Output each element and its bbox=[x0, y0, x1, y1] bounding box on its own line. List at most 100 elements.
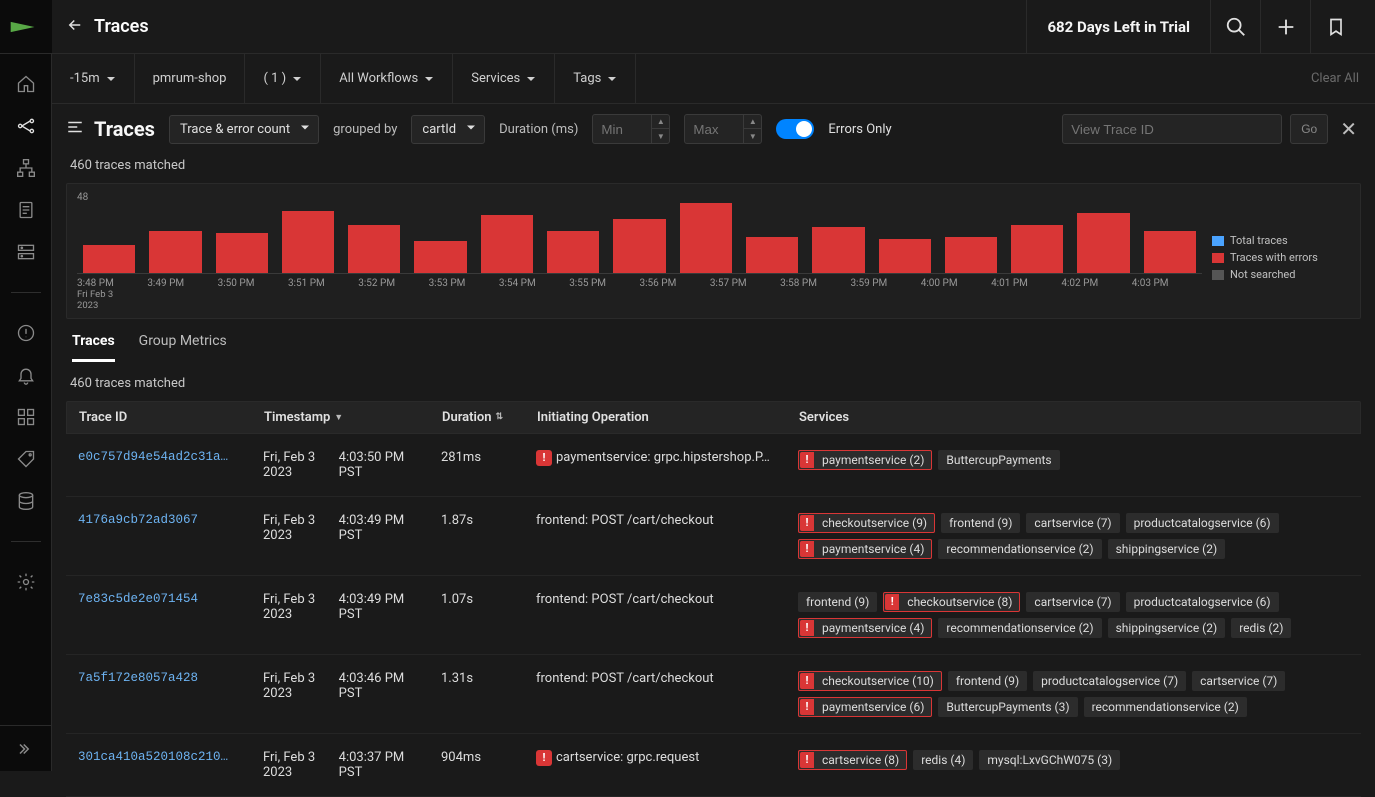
service-tag[interactable]: frontend (9) bbox=[941, 513, 1020, 533]
chart-bar[interactable] bbox=[879, 239, 931, 273]
chart-bar[interactable] bbox=[547, 231, 599, 273]
service-tag[interactable]: redis (4) bbox=[913, 750, 973, 770]
table-row: 7a5f172e8057a428Fri, Feb 3 20234:03:46 P… bbox=[66, 655, 1361, 734]
bookmark-icon[interactable] bbox=[1311, 0, 1361, 54]
workflows-filter[interactable]: All Workflows bbox=[321, 54, 453, 104]
service-tag-error[interactable]: !checkoutservice (9) bbox=[798, 513, 935, 533]
service-tag[interactable]: ButtercupPayments bbox=[938, 450, 1059, 470]
trace-id-link[interactable]: 7e83c5de2e071454 bbox=[78, 592, 198, 606]
service-tag[interactable]: ButtercupPayments (3) bbox=[938, 697, 1077, 717]
x-tick: 3:54 PM bbox=[499, 278, 569, 312]
col-services[interactable]: Services bbox=[787, 402, 1360, 433]
x-tick: 3:53 PM bbox=[429, 278, 499, 312]
metric-dropdown[interactable]: Trace & error count bbox=[169, 115, 319, 144]
service-tag-error[interactable]: !cartservice (8) bbox=[798, 750, 907, 770]
x-tick: 3:51 PM bbox=[288, 278, 358, 312]
expand-rail-button[interactable] bbox=[0, 725, 52, 771]
dashboard-icon[interactable] bbox=[14, 405, 38, 429]
chart-bar[interactable] bbox=[1144, 231, 1196, 273]
service-tag[interactable]: recommendationservice (2) bbox=[1084, 697, 1247, 717]
service-tag[interactable]: productcatalogservice (6) bbox=[1126, 592, 1279, 612]
col-timestamp[interactable]: Timestamp▼ bbox=[252, 402, 430, 433]
plus-icon[interactable] bbox=[1261, 0, 1311, 54]
service-tag[interactable]: recommendationservice (2) bbox=[938, 618, 1101, 638]
services-filter[interactable]: Services bbox=[453, 54, 555, 104]
home-icon[interactable] bbox=[14, 72, 38, 96]
service-tag-error[interactable]: !checkoutservice (10) bbox=[798, 671, 942, 691]
service-tag-error[interactable]: !paymentservice (6) bbox=[798, 697, 932, 717]
service-tag[interactable]: cartservice (7) bbox=[1026, 592, 1119, 612]
trace-id-input[interactable] bbox=[1062, 114, 1282, 144]
alert-icon[interactable] bbox=[14, 321, 38, 345]
menu-icon[interactable] bbox=[66, 118, 84, 140]
splunk-logo[interactable] bbox=[0, 0, 52, 54]
x-tick: 3:58 PM bbox=[780, 278, 850, 312]
service-tag[interactable]: cartservice (7) bbox=[1026, 513, 1119, 533]
max-input[interactable]: ▲▼ bbox=[684, 114, 762, 144]
x-tick: 4:00 PM bbox=[921, 278, 991, 312]
time-filter[interactable]: -15m bbox=[52, 54, 135, 104]
tab-group-metrics[interactable]: Group Metrics bbox=[139, 333, 227, 362]
go-button[interactable]: Go bbox=[1290, 114, 1328, 144]
service-tag-error[interactable]: !paymentservice (4) bbox=[798, 539, 932, 559]
trace-id-link[interactable]: 301ca410a520108c210… bbox=[78, 750, 228, 764]
trace-id-link[interactable]: 7a5f172e8057a428 bbox=[78, 671, 198, 685]
trace-id-link[interactable]: 4176a9cb72ad3067 bbox=[78, 513, 198, 527]
service-tag[interactable]: redis (2) bbox=[1231, 618, 1291, 638]
chart-bar[interactable] bbox=[746, 237, 798, 273]
chart-bar[interactable] bbox=[149, 231, 201, 273]
back-button[interactable] bbox=[66, 16, 84, 38]
service-tag[interactable]: shippingservice (2) bbox=[1108, 539, 1226, 559]
database-icon[interactable] bbox=[14, 489, 38, 513]
bell-icon[interactable] bbox=[14, 363, 38, 387]
chart-bar[interactable] bbox=[1011, 225, 1063, 273]
service-tag[interactable]: frontend (9) bbox=[948, 671, 1027, 691]
clear-all-button[interactable]: Clear All bbox=[1295, 71, 1375, 86]
errors-only-toggle[interactable] bbox=[776, 119, 814, 139]
topology-icon[interactable] bbox=[14, 114, 38, 138]
trace-id-link[interactable]: e0c757d94e54ad2c31a… bbox=[78, 450, 228, 464]
tag-icon[interactable] bbox=[14, 447, 38, 471]
service-tag-error[interactable]: !paymentservice (2) bbox=[798, 450, 932, 470]
chart-bar[interactable] bbox=[414, 241, 466, 273]
service-tag[interactable]: shippingservice (2) bbox=[1108, 618, 1226, 638]
matched-count: 460 traces matched bbox=[52, 154, 1375, 183]
groupby-dropdown[interactable]: cartId bbox=[411, 115, 485, 144]
service-tag[interactable]: recommendationservice (2) bbox=[938, 539, 1101, 559]
tree-icon[interactable] bbox=[14, 156, 38, 180]
document-icon[interactable] bbox=[14, 198, 38, 222]
search-icon[interactable] bbox=[1211, 0, 1261, 54]
error-icon: ! bbox=[536, 750, 552, 766]
service-tag[interactable]: frontend (9) bbox=[798, 592, 877, 612]
min-input[interactable]: ▲▼ bbox=[592, 114, 670, 144]
close-icon[interactable]: ✕ bbox=[1336, 117, 1361, 141]
chart-bar[interactable] bbox=[216, 233, 268, 273]
trial-banner[interactable]: 682 Days Left in Trial bbox=[1026, 0, 1211, 54]
chart-bar[interactable] bbox=[1077, 213, 1129, 273]
chart-bar[interactable] bbox=[348, 225, 400, 273]
chart-bar[interactable] bbox=[812, 227, 864, 273]
infrastructure-icon[interactable] bbox=[14, 240, 38, 264]
chart-bar[interactable] bbox=[282, 211, 334, 273]
chart-bar[interactable] bbox=[83, 245, 135, 273]
tags-filter[interactable]: Tags bbox=[555, 54, 636, 104]
gear-icon[interactable] bbox=[14, 570, 38, 594]
col-duration[interactable]: Duration⇅ bbox=[430, 402, 525, 433]
tab-traces[interactable]: Traces bbox=[72, 333, 115, 362]
service-tag[interactable]: productcatalogservice (7) bbox=[1033, 671, 1186, 691]
col-trace-id[interactable]: Trace ID bbox=[67, 402, 252, 433]
service-tag[interactable]: mysql:LxvGChW075 (3) bbox=[979, 750, 1120, 770]
service-tag-error[interactable]: !paymentservice (4) bbox=[798, 618, 932, 638]
chart-bar[interactable] bbox=[945, 237, 997, 273]
service-tag[interactable]: cartservice (7) bbox=[1192, 671, 1285, 691]
left-nav-rail bbox=[0, 0, 52, 771]
chart-bar[interactable] bbox=[481, 215, 533, 273]
service-tag[interactable]: productcatalogservice (6) bbox=[1126, 513, 1279, 533]
env-filter[interactable]: pmrum-shop bbox=[135, 54, 246, 104]
count-filter[interactable]: ( 1 ) bbox=[245, 54, 321, 104]
x-tick: 3:48 PMFri Feb 32023 bbox=[77, 278, 147, 312]
service-tag-error[interactable]: !checkoutservice (8) bbox=[883, 592, 1020, 612]
col-operation[interactable]: Initiating Operation bbox=[525, 402, 787, 433]
chart-bar[interactable] bbox=[613, 219, 665, 273]
chart-bar[interactable] bbox=[680, 203, 732, 273]
